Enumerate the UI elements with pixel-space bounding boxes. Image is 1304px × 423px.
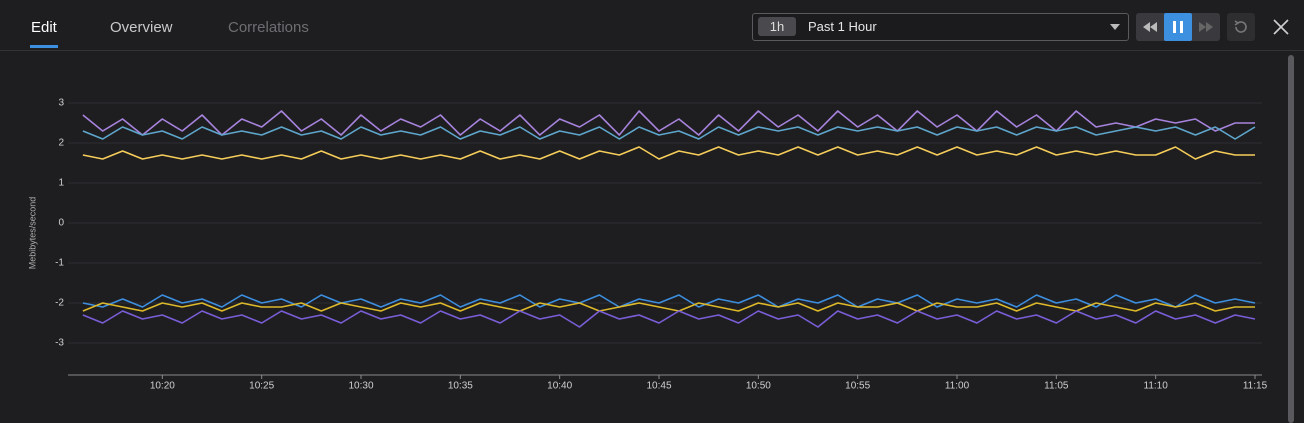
playback-controls — [1136, 13, 1220, 41]
forward-button[interactable] — [1192, 13, 1220, 41]
dropdown-caret — [1110, 24, 1120, 30]
series-line — [83, 111, 1255, 135]
y-tick-label: -3 — [55, 338, 64, 349]
rewind-button[interactable] — [1136, 13, 1164, 41]
y-axis-label: Mebibytes/second — [27, 197, 37, 270]
tab-underline — [30, 45, 58, 48]
x-tick-label: 10:30 — [348, 381, 373, 392]
x-tick-label: 10:25 — [249, 381, 274, 392]
refresh-icon — [1227, 13, 1255, 41]
x-tick-label: 10:35 — [448, 381, 473, 392]
x-tick-label: 11:00 — [945, 381, 970, 392]
x-tick-label: 10:55 — [845, 381, 870, 392]
x-tick-label: 11:10 — [1144, 381, 1169, 392]
x-tick-label: 11:05 — [1044, 381, 1069, 392]
time-picker[interactable]: 1h Past 1 Hour — [752, 13, 1129, 41]
y-tick-label: -1 — [55, 258, 64, 269]
series-line — [83, 127, 1255, 139]
header: Edit Overview Correlations 1h Past 1 Hou… — [0, 0, 1304, 51]
x-tick-label: 10:40 — [547, 381, 572, 392]
y-tick-label: -2 — [55, 298, 64, 309]
series-line — [83, 311, 1255, 327]
scrollbar[interactable] — [1288, 55, 1294, 423]
y-tick-label: 1 — [58, 178, 64, 189]
series-line — [83, 303, 1255, 311]
y-tick-label: 3 — [58, 98, 64, 109]
y-tick-label: 2 — [58, 138, 64, 149]
time-label: Past 1 Hour — [808, 19, 877, 34]
tab[interactable]: Edit — [31, 19, 57, 36]
x-tick-label: 10:50 — [746, 381, 771, 392]
tab[interactable]: Overview — [110, 19, 173, 36]
close-button[interactable] — [1272, 18, 1290, 36]
chart: Mebibytes/second 3 2 1 0 -1 -2 -3 10:20 10:25 10:… — [0, 50, 1280, 423]
x-tick-label: 10:45 — [646, 381, 671, 392]
series-line — [83, 295, 1255, 307]
tab[interactable]: Correlations — [228, 19, 309, 36]
refresh-button[interactable] — [1227, 13, 1255, 41]
y-tick-label: 0 — [58, 218, 64, 229]
series-line — [83, 147, 1255, 159]
pause-icon — [1164, 13, 1192, 41]
x-tick-label: 10:20 — [150, 381, 175, 392]
x-tick-label: 11:15 — [1243, 381, 1268, 392]
time-badge: 1h — [758, 17, 796, 36]
pause-button[interactable] — [1164, 13, 1192, 41]
